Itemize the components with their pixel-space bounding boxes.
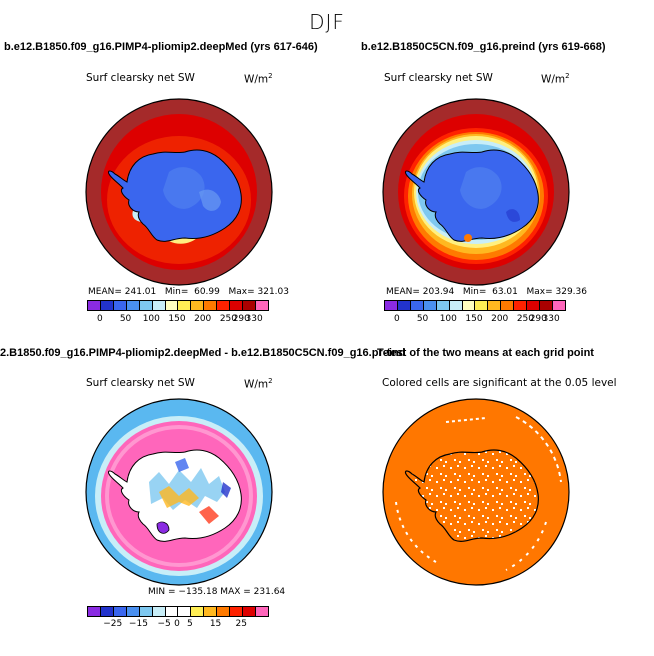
colorbar-box (151, 301, 165, 310)
colorbar-box (539, 301, 552, 310)
colorbar-box (203, 607, 217, 616)
panel-3-colorbar (87, 606, 269, 617)
colorbar-box (216, 301, 230, 310)
panel-1-map (85, 98, 273, 286)
colorbar-tick-label: 0 (174, 619, 180, 629)
colorbar-tick-label: 150 (168, 314, 186, 324)
colorbar-box (409, 301, 423, 310)
colorbar-box (229, 301, 243, 310)
colorbar-box (164, 301, 178, 310)
colorbar-tick-label: 200 (194, 314, 212, 324)
panel-3-minmax: MIN = −135.18 MAX = 231.64 (148, 587, 286, 597)
colorbar-box (216, 607, 230, 616)
colorbar-box (88, 607, 100, 616)
panel-1-colorbar-labels: 0 50 100 150 200 250 290 330 (87, 314, 267, 326)
colorbar-box (138, 607, 152, 616)
colorbar-tick-label: 200 (491, 314, 509, 324)
colorbar-box (177, 301, 191, 310)
colorbar-box (513, 301, 527, 310)
colorbar-box (99, 607, 113, 616)
colorbar-box (125, 301, 139, 310)
colorbar-tick-label: 330 (245, 314, 263, 324)
colorbar-tick-label: 0 (393, 314, 400, 324)
main-title: DJF (309, 10, 345, 34)
colorbar-box (190, 301, 204, 310)
colorbar-tick-label: 15 (209, 619, 222, 629)
colorbar-box (242, 301, 255, 310)
colorbar-box (242, 607, 255, 616)
panel-2-variable-label: Surf clearsky net SW (384, 72, 493, 84)
colorbar-box (177, 607, 191, 616)
colorbar-box (151, 607, 165, 616)
colorbar-box (396, 301, 410, 310)
colorbar-box (254, 607, 268, 616)
colorbar-box (112, 607, 126, 616)
colorbar-box (190, 607, 204, 616)
colorbar-tick-label: 290 (232, 314, 250, 324)
colorbar-tick-label: 250 (219, 314, 238, 324)
colorbar-tick-label: 100 (439, 314, 457, 324)
panel-2-colorbar (384, 300, 566, 311)
colorbar-box (203, 301, 217, 310)
colorbar-box (229, 607, 243, 616)
colorbar-box (164, 607, 178, 616)
panel-4-title: T-test of the two means at each grid poi… (377, 347, 594, 359)
colorbar-box (138, 301, 152, 310)
colorbar-box (474, 301, 488, 310)
panel-1-units: W/m2 (244, 72, 273, 86)
colorbar-box (99, 301, 113, 310)
panel-2-map (382, 98, 570, 286)
colorbar-box (435, 301, 449, 310)
panel-2-title: b.e12.B1850C5CN.f09_g16.preind (yrs 619-… (361, 41, 606, 53)
colorbar-tick-label: 150 (465, 314, 483, 324)
colorbar-box (385, 301, 397, 310)
colorbar-box (500, 301, 514, 310)
panel-3-units: W/m2 (244, 377, 273, 391)
panel-3-variable-label: Surf clearsky net SW (86, 377, 195, 389)
colorbar-box (422, 301, 436, 310)
colorbar-tick-label: 0 (96, 314, 103, 324)
colorbar-tick-label: −25 (103, 619, 123, 629)
colorbar-tick-label: 250 (516, 314, 535, 324)
panel-2-colorbar-labels: 0 50 100 150 200 250 290 330 (384, 314, 564, 326)
colorbar-tick-label: 290 (529, 314, 547, 324)
colorbar-box (88, 301, 100, 310)
panel-1-variable-label: Surf clearsky net SW (86, 72, 195, 84)
colorbar-box (254, 301, 268, 310)
colorbar-box (125, 607, 139, 616)
colorbar-box (448, 301, 462, 310)
colorbar-tick-label: 25 (235, 619, 248, 629)
panel-3-colorbar-labels: −25 −15 −5 0 5 15 25 (87, 619, 267, 631)
panel-1-colorbar (87, 300, 269, 311)
panel-4-map (382, 398, 570, 586)
colorbar-tick-label: 50 (119, 314, 132, 324)
colorbar-tick-label: −15 (128, 619, 148, 629)
colorbar-tick-label: 330 (542, 314, 560, 324)
colorbar-box (461, 301, 475, 310)
colorbar-box (526, 301, 540, 310)
panel-3-title: 2.B1850.f09_g16.PIMP4-pliomip2.deepMed -… (0, 347, 406, 359)
panel-1-stats: MEAN= 241.01 Min= 60.99 Max= 321.03 (88, 287, 289, 297)
colorbar-tick-label: 100 (142, 314, 160, 324)
colorbar-tick-label: −5 (157, 619, 171, 629)
colorbar-box (487, 301, 501, 310)
panel-3-map (85, 398, 273, 586)
colorbar-box (551, 301, 565, 310)
panel-4-variable-label: Colored cells are significant at the 0.0… (382, 377, 617, 389)
colorbar-tick-label: 5 (186, 619, 193, 629)
panel-1-title: b.e12.B1850.f09_g16.PIMP4-pliomip2.deepM… (4, 41, 318, 53)
panel-2-stats: MEAN= 203.94 Min= 63.01 Max= 329.36 (386, 287, 587, 297)
colorbar-box (112, 301, 126, 310)
colorbar-tick-label: 50 (416, 314, 429, 324)
panel-2-units: W/m2 (541, 72, 570, 86)
